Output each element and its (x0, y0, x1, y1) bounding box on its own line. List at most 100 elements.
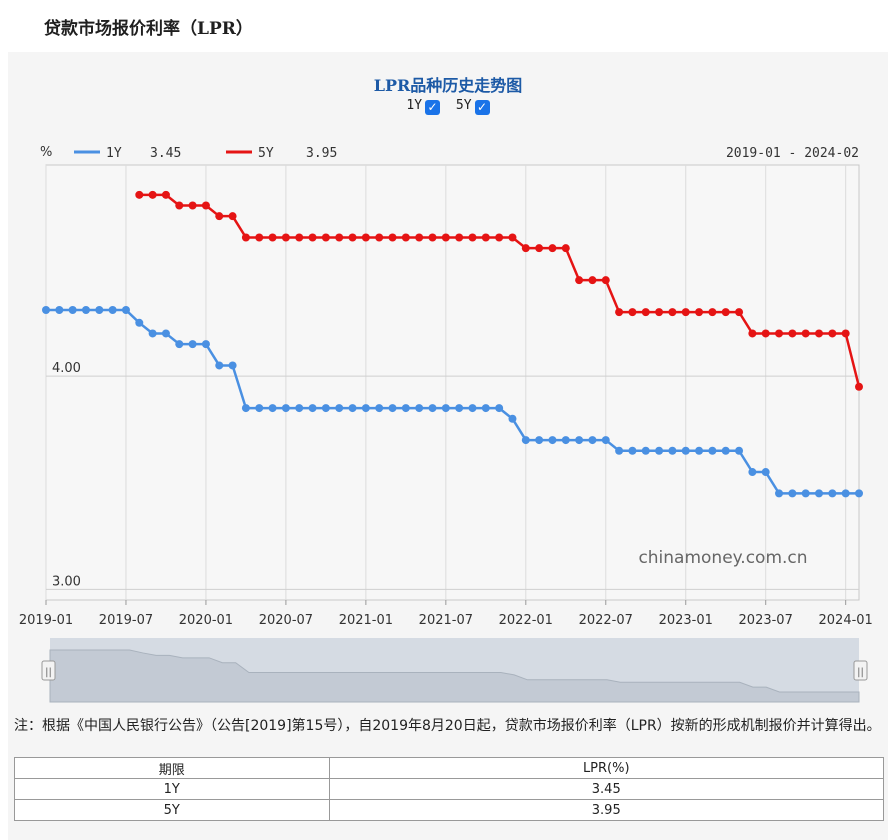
data-point-5y[interactable] (321, 233, 330, 242)
data-point-1y[interactable] (42, 306, 50, 314)
data-point-1y[interactable] (135, 318, 144, 327)
data-point-1y[interactable] (588, 436, 597, 445)
data-point-5y[interactable] (375, 233, 384, 242)
data-point-5y[interactable] (308, 233, 317, 242)
data-point-5y[interactable] (641, 308, 650, 317)
toggle-5y[interactable]: 5Y ✓ (456, 98, 490, 115)
navigator-left-handle[interactable] (41, 660, 56, 681)
data-point-1y[interactable] (375, 404, 384, 413)
data-point-1y[interactable] (815, 489, 824, 498)
data-point-1y[interactable] (668, 446, 677, 455)
data-point-5y[interactable] (481, 233, 490, 242)
data-point-1y[interactable] (628, 446, 637, 455)
data-point-5y[interactable] (695, 308, 704, 317)
data-point-1y[interactable] (175, 340, 184, 349)
data-point-1y[interactable] (201, 340, 210, 349)
data-point-5y[interactable] (561, 244, 570, 253)
data-point-5y[interactable] (428, 233, 437, 242)
data-point-1y[interactable] (748, 468, 757, 477)
data-point-1y[interactable] (121, 306, 130, 314)
data-point-1y[interactable] (388, 404, 397, 413)
data-point-5y[interactable] (615, 308, 624, 317)
data-point-1y[interactable] (841, 489, 850, 498)
data-point-5y[interactable] (148, 190, 157, 199)
data-point-5y[interactable] (655, 308, 664, 317)
data-point-1y[interactable] (801, 489, 810, 498)
data-point-1y[interactable] (228, 361, 237, 370)
toggle-1y[interactable]: 1Y ✓ (406, 98, 441, 115)
data-point-1y[interactable] (161, 329, 170, 338)
data-point-1y[interactable] (295, 404, 304, 413)
data-point-1y[interactable] (468, 404, 477, 413)
data-point-1y[interactable] (655, 446, 664, 455)
data-point-1y[interactable] (641, 446, 650, 455)
data-point-5y[interactable] (361, 233, 370, 242)
data-point-5y[interactable] (681, 308, 690, 317)
data-point-1y[interactable] (81, 306, 90, 314)
data-point-5y[interactable] (748, 329, 757, 338)
data-point-1y[interactable] (828, 489, 837, 498)
data-point-1y[interactable] (721, 446, 730, 455)
data-point-5y[interactable] (281, 233, 290, 242)
data-point-5y[interactable] (188, 201, 197, 210)
data-point-5y[interactable] (535, 244, 544, 253)
data-point-5y[interactable] (588, 276, 597, 285)
data-point-1y[interactable] (548, 436, 557, 445)
checkbox-1y[interactable]: ✓ (425, 100, 441, 115)
checkbox-5y[interactable]: ✓ (474, 100, 490, 115)
data-point-1y[interactable] (788, 489, 797, 498)
data-point-1y[interactable] (241, 404, 250, 413)
data-point-1y[interactable] (268, 404, 277, 413)
data-point-1y[interactable] (695, 446, 704, 455)
data-point-1y[interactable] (761, 468, 770, 477)
data-point-1y[interactable] (148, 329, 157, 338)
data-point-5y[interactable] (521, 244, 530, 253)
data-point-1y[interactable] (415, 404, 424, 413)
data-point-5y[interactable] (721, 308, 730, 317)
data-point-1y[interactable] (188, 340, 197, 349)
data-point-5y[interactable] (788, 329, 797, 338)
data-point-5y[interactable] (388, 233, 397, 242)
data-point-5y[interactable] (628, 308, 637, 317)
data-point-1y[interactable] (335, 404, 344, 413)
data-point-1y[interactable] (775, 489, 784, 498)
data-point-5y[interactable] (775, 329, 784, 338)
data-point-5y[interactable] (495, 233, 504, 242)
data-point-1y[interactable] (481, 404, 490, 413)
data-point-5y[interactable] (268, 233, 277, 242)
data-point-5y[interactable] (708, 308, 717, 317)
data-point-5y[interactable] (295, 233, 304, 242)
data-point-1y[interactable] (361, 404, 370, 413)
data-point-5y[interactable] (335, 233, 344, 242)
data-point-5y[interactable] (761, 329, 770, 338)
data-point-1y[interactable] (55, 306, 64, 314)
data-point-1y[interactable] (455, 404, 464, 413)
data-point-1y[interactable] (535, 436, 544, 445)
data-point-1y[interactable] (708, 446, 717, 455)
data-point-5y[interactable] (228, 212, 237, 221)
data-point-5y[interactable] (415, 233, 424, 242)
data-point-5y[interactable] (735, 308, 744, 317)
data-point-1y[interactable] (281, 404, 290, 413)
data-point-1y[interactable] (508, 414, 517, 423)
data-point-1y[interactable] (255, 404, 264, 413)
data-point-5y[interactable] (575, 276, 584, 285)
data-point-5y[interactable] (348, 233, 357, 242)
data-point-5y[interactable] (135, 190, 144, 199)
data-point-1y[interactable] (601, 436, 610, 445)
data-point-5y[interactable] (441, 233, 450, 242)
data-point-5y[interactable] (668, 308, 677, 317)
data-point-1y[interactable] (321, 404, 330, 413)
data-point-1y[interactable] (561, 436, 570, 445)
data-point-1y[interactable] (401, 404, 410, 413)
data-point-5y[interactable] (255, 233, 264, 242)
data-point-5y[interactable] (601, 276, 610, 285)
data-point-1y[interactable] (95, 306, 104, 314)
data-point-1y[interactable] (495, 404, 504, 413)
data-point-1y[interactable] (735, 446, 744, 455)
data-point-5y[interactable] (815, 329, 824, 338)
data-point-1y[interactable] (308, 404, 317, 413)
data-point-1y[interactable] (681, 446, 690, 455)
data-point-5y[interactable] (841, 329, 850, 338)
data-point-1y[interactable] (428, 404, 437, 413)
